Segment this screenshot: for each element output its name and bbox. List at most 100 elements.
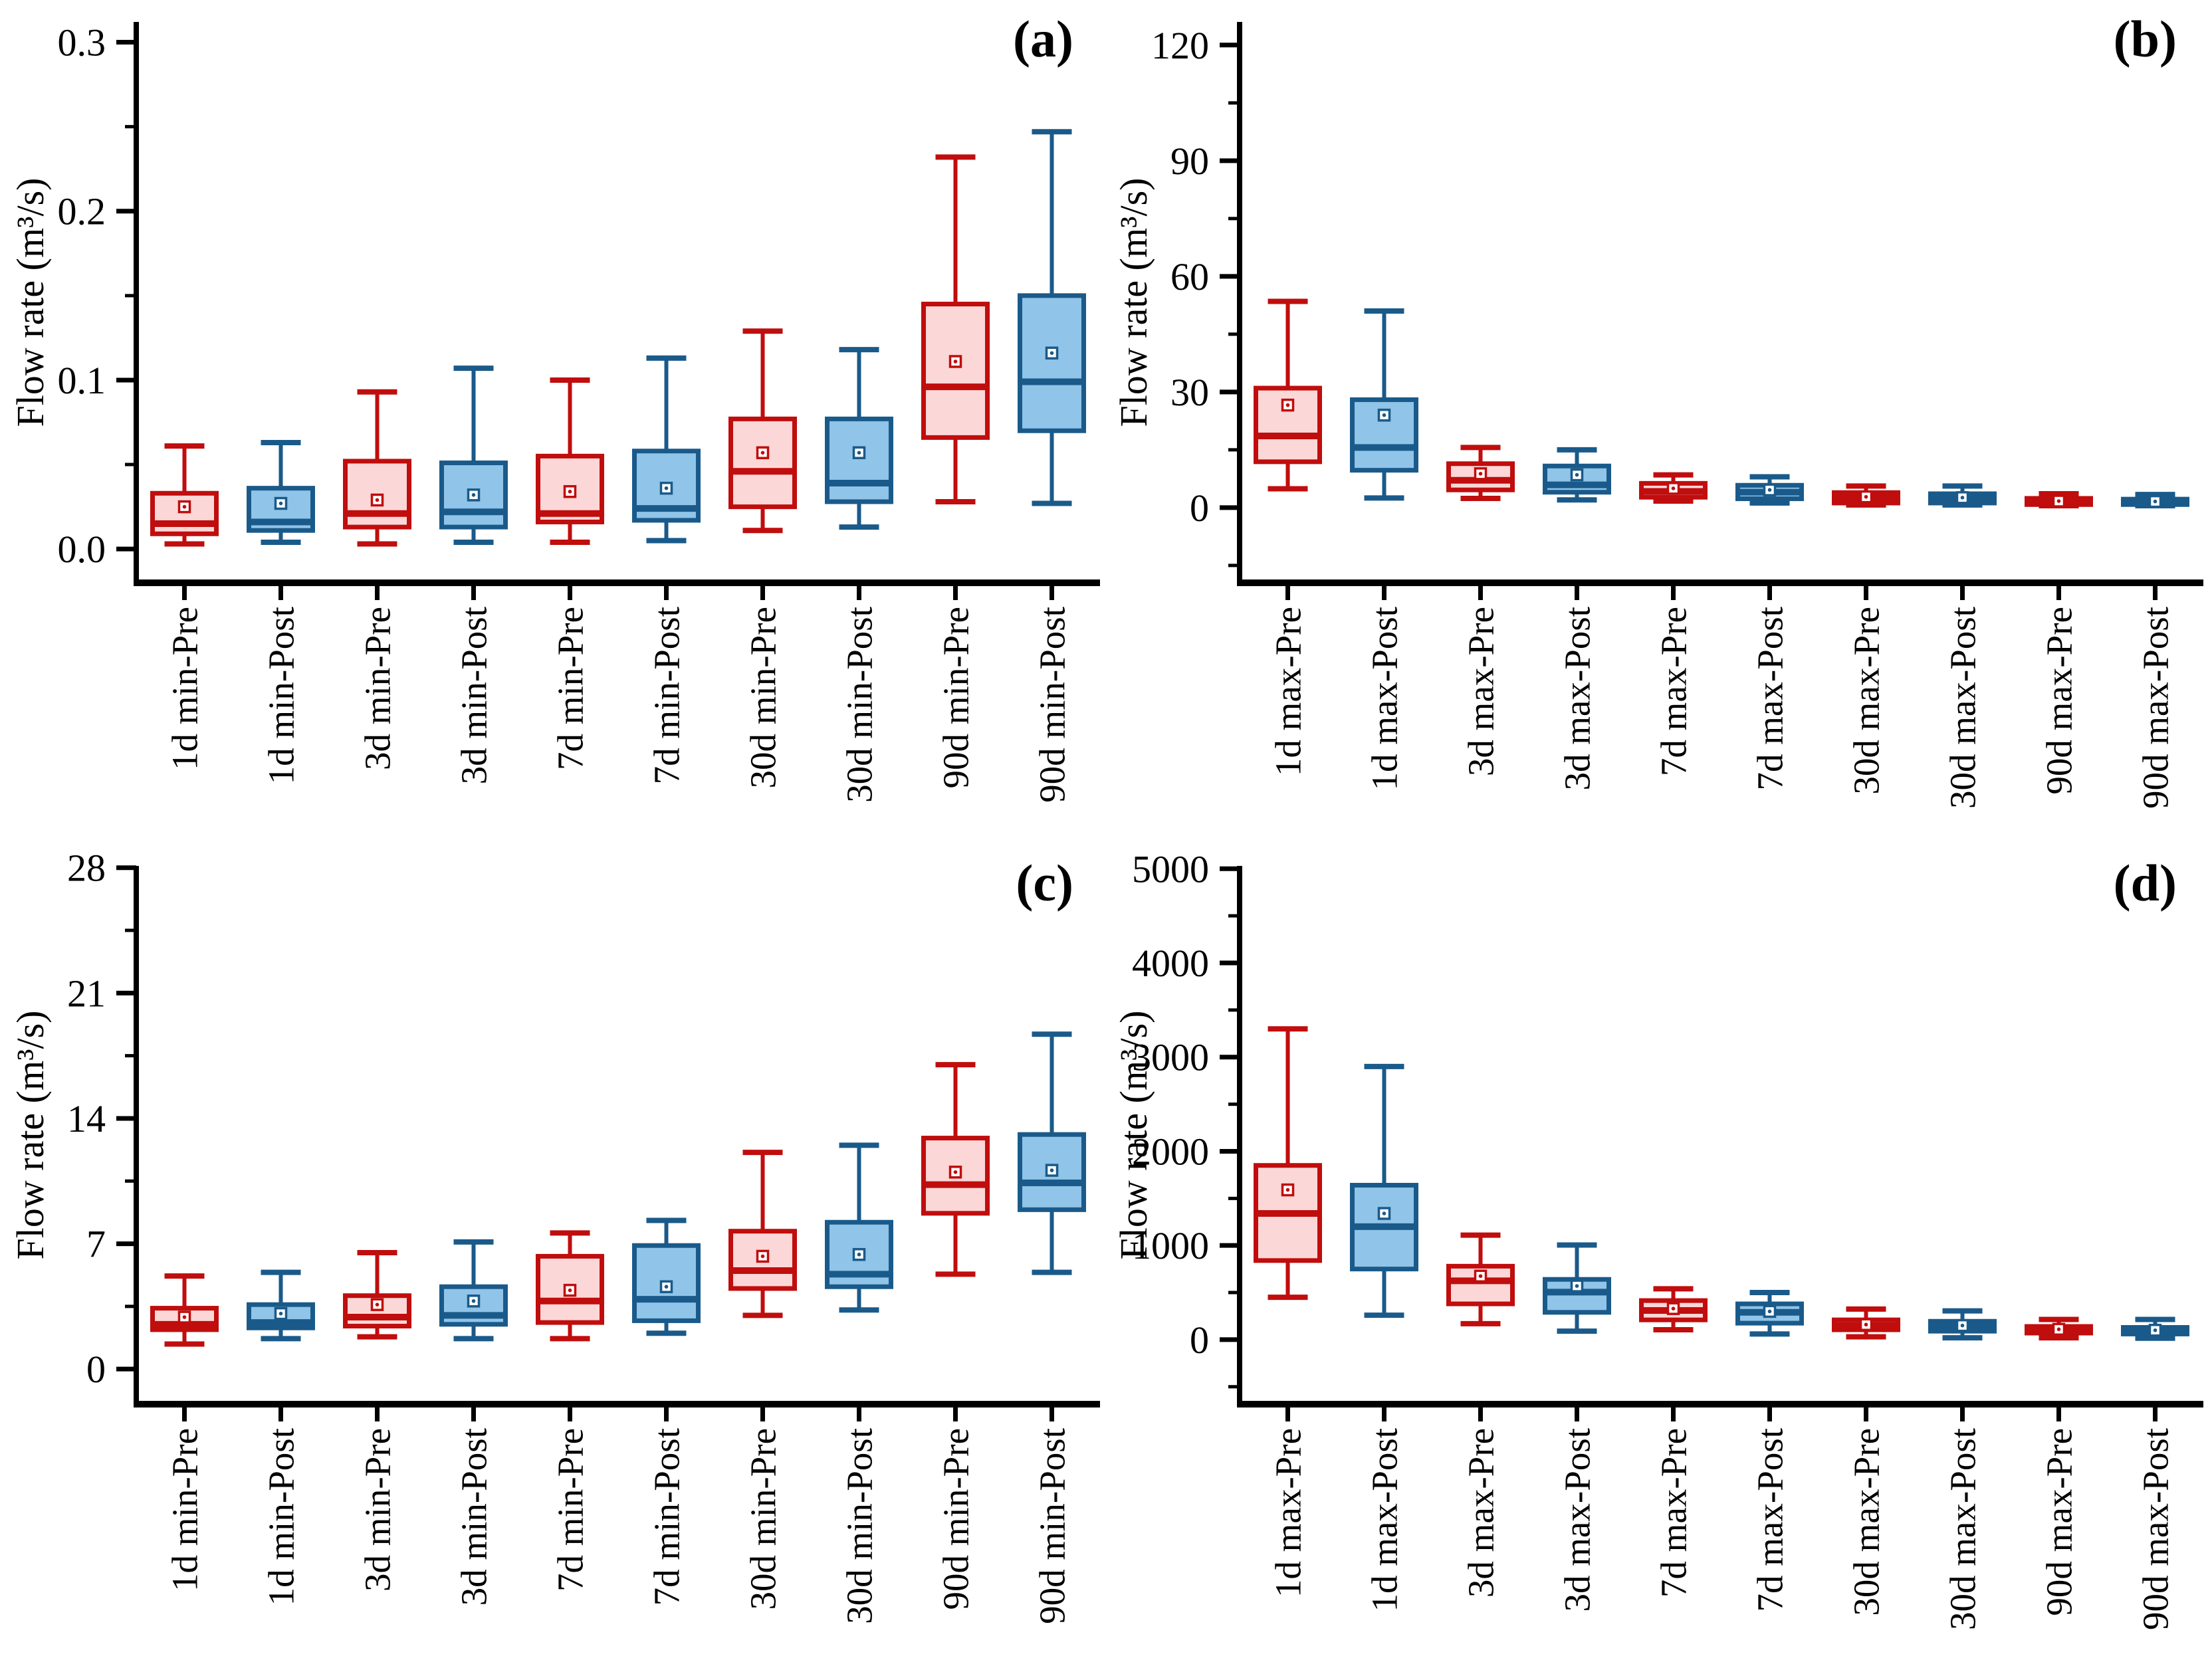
x-tick-label: 30d min-Pre bbox=[743, 1428, 784, 1610]
box-3d-max-post bbox=[1543, 447, 1611, 503]
y-tick-label: 14 bbox=[67, 1097, 106, 1140]
x-tick-label: 7d max-Post bbox=[1750, 1428, 1791, 1612]
mean-marker-dot bbox=[2056, 499, 2061, 503]
y-tick-label: 7 bbox=[86, 1223, 106, 1266]
iqr-box bbox=[439, 461, 508, 530]
x-tick-label: 3d min-Post bbox=[454, 607, 495, 784]
box-30d-max-pre bbox=[1832, 1306, 1900, 1340]
box-1d-max-post bbox=[1350, 308, 1418, 501]
x-tick-label: 3d min-Post bbox=[454, 1428, 495, 1606]
x-tick-label: 1d max-Pre bbox=[1268, 1428, 1309, 1598]
panel-letter-b: (b) bbox=[2114, 10, 2177, 68]
box-7d-min-post bbox=[632, 1217, 701, 1336]
y-tick-label: 0 bbox=[1190, 1318, 1209, 1362]
box-90d-max-post bbox=[2121, 1316, 2189, 1341]
mean-marker-dot bbox=[1960, 1323, 1965, 1328]
mean-marker-dot bbox=[760, 451, 765, 455]
x-tick-label: 90d max-Post bbox=[2136, 607, 2176, 809]
x-tick-label: 3d min-Pre bbox=[358, 1428, 398, 1592]
mean-marker-dot bbox=[1050, 351, 1054, 356]
mean-marker-dot bbox=[857, 451, 861, 455]
box-30d-max-post bbox=[1928, 1308, 1997, 1341]
panel-d: 0 1000 2000 3000 4000 5000 1d max-Pre 1d max-Po… bbox=[1112, 847, 2203, 1630]
box-7d-max-post bbox=[1735, 1290, 1804, 1337]
mean-marker-dot bbox=[2153, 499, 2157, 504]
box-1d-min-post bbox=[247, 440, 315, 545]
box-3d-min-post bbox=[439, 1239, 508, 1342]
mean-marker-dot bbox=[1671, 486, 1676, 490]
y-tick-label: 4000 bbox=[1132, 942, 1209, 985]
box-30d-max-post bbox=[1928, 483, 1997, 508]
x-tick-label: 1d min-Post bbox=[261, 607, 302, 784]
x-tick-label: 90d max-Pre bbox=[2039, 607, 2080, 795]
mean-marker-dot bbox=[1864, 1322, 1868, 1327]
box-3d-max-pre bbox=[1446, 1232, 1515, 1326]
mean-marker-dot bbox=[2153, 1328, 2157, 1332]
y-tick-label: 90 bbox=[1170, 140, 1209, 183]
mean-marker-dot bbox=[953, 1170, 958, 1174]
mean-marker-dot bbox=[1382, 1211, 1386, 1215]
box-3d-min-pre bbox=[343, 1250, 411, 1340]
box-1d-max-pre bbox=[1254, 298, 1322, 492]
box-90d-min-pre bbox=[921, 154, 990, 504]
box-30d-min-post bbox=[825, 1142, 893, 1313]
box-90d-min-pre bbox=[921, 1062, 990, 1277]
y-tick-label: 0.0 bbox=[58, 528, 106, 571]
x-tick-label: 1d max-Post bbox=[1365, 1428, 1405, 1612]
box-1d-max-pre bbox=[1254, 1026, 1322, 1301]
y-axis-title: Flow rate (m³/s) bbox=[9, 178, 52, 427]
mean-marker-dot bbox=[182, 1315, 187, 1319]
mean-marker-dot bbox=[471, 493, 476, 497]
iqr-box bbox=[1543, 1277, 1611, 1315]
box-7d-max-pre bbox=[1639, 472, 1708, 504]
mean-marker-dot bbox=[1960, 496, 1965, 500]
y-tick-label: 3000 bbox=[1132, 1036, 1209, 1079]
box-90d-min-post bbox=[1018, 1031, 1086, 1275]
x-tick-label: 3d min-Pre bbox=[358, 607, 398, 770]
x-tick-label: 90d min-Pre bbox=[936, 1428, 976, 1610]
x-tick-label: 7d min-Pre bbox=[550, 607, 591, 770]
box-3d-max-pre bbox=[1446, 445, 1515, 501]
y-axis-title: Flow rate (m³/s) bbox=[1112, 1011, 1155, 1260]
box-90d-min-post bbox=[1018, 129, 1086, 506]
box-1d-min-pre bbox=[150, 1273, 219, 1347]
panel-a: 0.0 0.1 0.2 0.3 1d min-Pre 1d min-Post 3d min-… bbox=[9, 10, 1100, 803]
mean-marker-dot bbox=[1050, 1168, 1054, 1172]
y-tick-label: 60 bbox=[1170, 255, 1209, 298]
box-3d-min-pre bbox=[343, 389, 411, 547]
mean-marker-dot bbox=[1671, 1306, 1676, 1310]
x-tick-label: 1d min-Pre bbox=[165, 1428, 205, 1592]
mean-marker-dot bbox=[471, 1299, 476, 1303]
box-1d-min-pre bbox=[150, 443, 219, 547]
y-axis-title: Flow rate (m³/s) bbox=[1112, 178, 1155, 427]
box-90d-max-pre bbox=[2025, 491, 2093, 508]
y-tick-label: 120 bbox=[1151, 24, 1209, 67]
x-tick-label: 7d min-Pre bbox=[550, 1428, 591, 1592]
x-tick-label: 1d min-Post bbox=[261, 1428, 302, 1606]
y-tick-label: 2000 bbox=[1132, 1130, 1209, 1173]
box-7d-min-post bbox=[632, 355, 701, 544]
box-7d-max-pre bbox=[1639, 1286, 1708, 1333]
x-tick-label: 7d max-Post bbox=[1750, 607, 1791, 791]
box-30d-min-pre bbox=[728, 328, 797, 534]
mean-marker-dot bbox=[278, 501, 283, 506]
x-tick-label: 3d max-Pre bbox=[1461, 607, 1501, 776]
x-tick-label: 7d min-Post bbox=[647, 607, 687, 784]
x-tick-label: 1d min-Pre bbox=[165, 607, 205, 770]
y-tick-label: 21 bbox=[67, 972, 106, 1015]
x-tick-label: 30d max-Pre bbox=[1846, 1428, 1887, 1616]
x-tick-label: 1d max-Pre bbox=[1268, 607, 1309, 776]
mean-marker-dot bbox=[857, 1252, 861, 1257]
box-7d-min-pre bbox=[536, 377, 604, 545]
box-30d-min-pre bbox=[728, 1150, 797, 1318]
iqr-box bbox=[1018, 293, 1086, 433]
x-tick-label: 90d max-Pre bbox=[2039, 1428, 2080, 1616]
box-3d-min-post bbox=[439, 365, 508, 545]
y-tick-label: 0 bbox=[1190, 486, 1209, 530]
x-tick-label: 7d min-Post bbox=[647, 1428, 687, 1606]
x-tick-label: 30d min-Pre bbox=[743, 607, 784, 788]
mean-marker-dot bbox=[760, 1254, 765, 1259]
y-tick-label: 0.3 bbox=[58, 21, 106, 64]
mean-marker-dot bbox=[278, 1311, 283, 1316]
x-tick-label: 30d max-Post bbox=[1943, 1428, 1983, 1630]
